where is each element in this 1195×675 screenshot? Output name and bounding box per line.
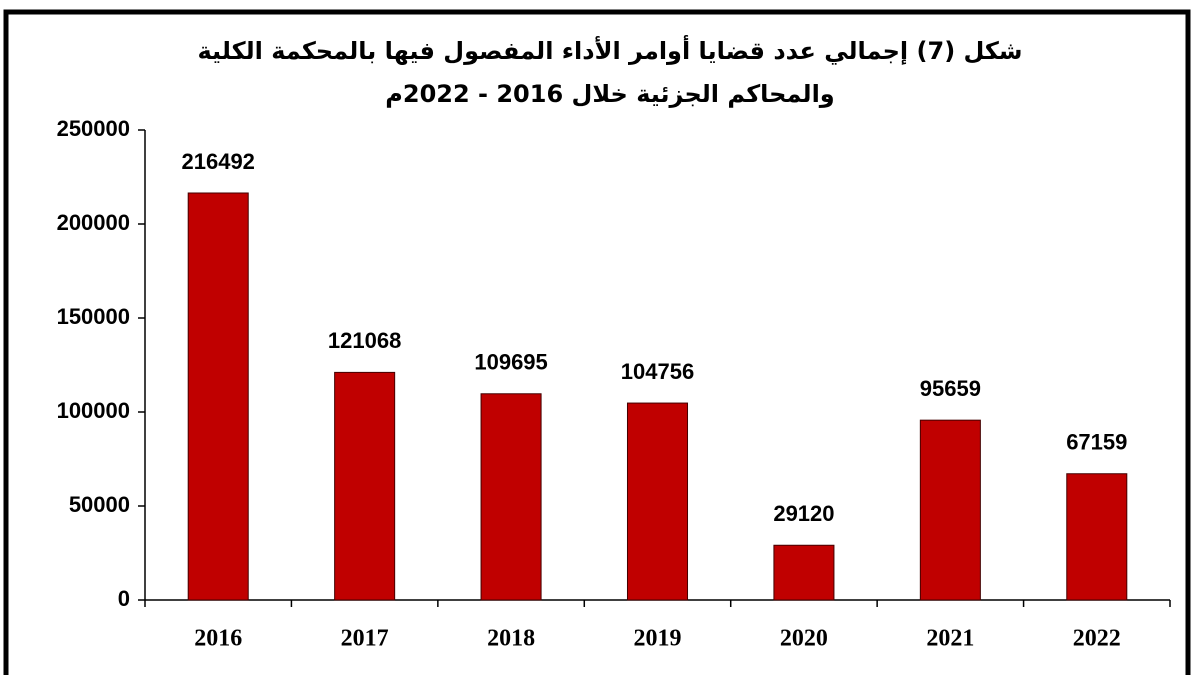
data-label: 109695 [474, 350, 547, 375]
x-tick-label: 2018 [487, 626, 535, 652]
x-tick-label: 2021 [926, 626, 974, 652]
bar [626, 402, 689, 601]
bar [480, 393, 542, 601]
chart-frame [3, 9, 1191, 675]
data-label: 121068 [328, 328, 401, 353]
bar [773, 544, 835, 601]
chart-title: شكل (7) إجمالي عدد قضايا أوامر الأداء ال… [198, 35, 1023, 65]
bar [187, 192, 249, 601]
data-label: 104756 [621, 359, 694, 384]
y-tick-label: 100000 [57, 398, 130, 423]
x-tick-label: 2017 [341, 626, 389, 652]
x-tick-label: 2019 [634, 626, 682, 652]
data-label: 95659 [920, 376, 981, 401]
x-tick-label: 2020 [780, 626, 828, 652]
bar [334, 371, 396, 601]
y-tick-label: 200000 [57, 210, 130, 235]
bar [1066, 473, 1128, 601]
x-tick-label: 2022 [1073, 626, 1121, 652]
bar [919, 419, 981, 601]
data-label: 67159 [1066, 430, 1127, 455]
y-tick-label: 0 [118, 586, 130, 611]
x-tick-label: 2016 [194, 626, 242, 652]
chart-title: والمحاكم الجزئية خلال 2016 - 2022م [385, 80, 834, 108]
y-tick-label: 50000 [69, 492, 130, 517]
y-tick-label: 250000 [57, 116, 130, 141]
y-tick-label: 150000 [57, 304, 130, 329]
data-label: 29120 [773, 501, 834, 526]
data-label: 216492 [182, 149, 255, 174]
